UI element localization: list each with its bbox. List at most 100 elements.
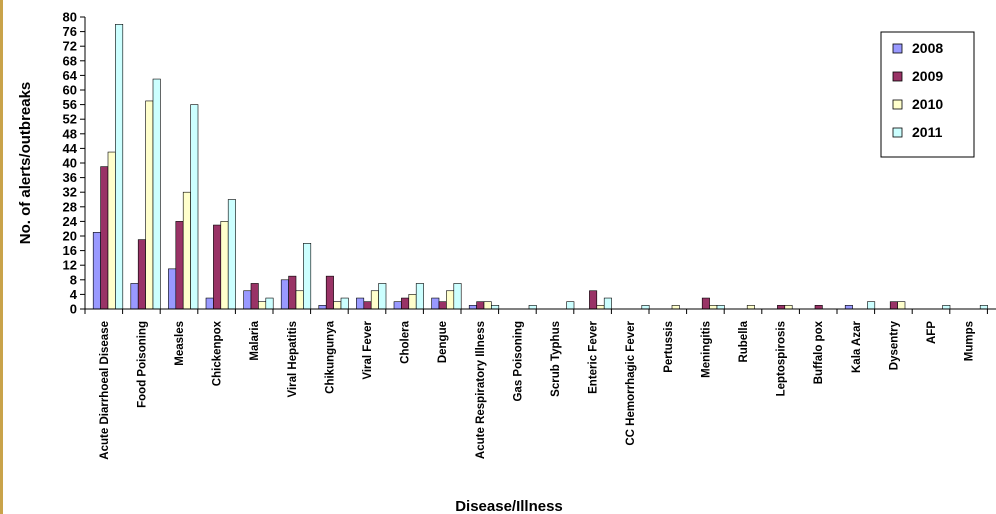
y-tick-label: 44: [63, 141, 78, 156]
x-category-label: Enteric Fever: [588, 320, 600, 393]
x-category-label: Cholera: [400, 320, 412, 363]
legend-label-2009: 2009: [912, 68, 943, 84]
bar-2010-1: [145, 100, 154, 310]
axes: [84, 17, 996, 314]
bar-2010-0: [107, 151, 116, 310]
x-category-label: Mumps: [964, 321, 976, 361]
x-category-label: Kala Azar: [851, 320, 863, 373]
bar-2009-3: [213, 224, 222, 310]
bar-2011-9: [453, 283, 462, 310]
bar-2008-8: [393, 301, 402, 310]
x-category-label: Leptospirosis: [776, 321, 788, 396]
bar-2008-2: [168, 268, 177, 310]
bar-2011-20: [867, 301, 876, 310]
bar-2009-5: [288, 275, 297, 310]
bar-2011-4: [265, 297, 274, 310]
y-axis-title: No. of alerts/outbreaks: [17, 82, 34, 245]
legend-swatch-2009: [892, 71, 903, 82]
x-category-label: Chikungunya: [324, 320, 336, 393]
legend: 2008 2009 2010 2011: [880, 31, 975, 158]
bar-2009-13: [589, 290, 598, 310]
bar-2010-16: [709, 305, 718, 310]
y-tick-label: 12: [63, 258, 77, 273]
x-axis-category-labels: Acute Diarrhoeal Disease Food Poisoning Me…: [99, 320, 976, 459]
y-tick-label: 16: [63, 243, 77, 258]
bar-2008-10: [468, 305, 477, 310]
x-category-label: Viral Hepatitis: [287, 321, 299, 398]
bar-2008-9: [431, 297, 440, 310]
x-category-label: Viral Fever: [362, 320, 374, 379]
y-tick-label: 32: [63, 185, 77, 200]
bar-2011-11: [528, 305, 537, 310]
legend-swatch-2008: [892, 43, 903, 54]
bar-2008-4: [243, 290, 252, 310]
bar-2009-18: [777, 305, 786, 310]
bar-2008-3: [205, 297, 214, 310]
x-category-label: AFP: [926, 321, 938, 344]
bar-2010-18: [784, 305, 793, 310]
y-tick-label: 4: [70, 287, 78, 302]
bar-2011-22: [942, 305, 951, 310]
x-axis-title: Disease/Illness: [455, 498, 563, 514]
bars: [92, 23, 988, 310]
bar-2009-10: [476, 301, 485, 310]
y-tick-label: 60: [63, 83, 77, 98]
bar-2011-10: [491, 305, 500, 310]
bar-2010-9: [446, 290, 455, 310]
bar-2008-6: [318, 305, 327, 310]
bar-2011-3: [227, 199, 236, 310]
y-tick-label: 68: [63, 53, 77, 68]
bar-2010-10: [483, 301, 492, 310]
x-category-label: Rubella: [738, 320, 750, 362]
legend-swatch-2010: [892, 99, 903, 110]
bar-2011-2: [190, 104, 199, 310]
bar-2011-14: [641, 305, 650, 310]
bar-2011-12: [566, 301, 575, 310]
x-category-label: Malaria: [249, 320, 261, 360]
y-tick-label: 72: [63, 39, 77, 54]
bar-2011-0: [115, 23, 124, 310]
bar-2011-16: [716, 305, 725, 310]
bar-2009-16: [701, 297, 710, 310]
bar-2010-2: [182, 191, 191, 310]
y-tick-label: 56: [63, 97, 77, 112]
x-category-label: Pertussis: [663, 321, 675, 373]
x-category-label: Gas Poisoning: [512, 321, 524, 402]
y-tick-label: 64: [63, 68, 78, 83]
legend-swatch-2011: [892, 127, 903, 138]
bar-2009-19: [814, 305, 823, 310]
bar-2010-4: [258, 301, 267, 310]
bar-2009-9: [438, 301, 447, 310]
y-tick-label: 28: [63, 199, 77, 214]
x-category-label: Dengue: [437, 321, 449, 363]
bar-2010-6: [333, 301, 342, 310]
legend-label-2011: 2011: [912, 124, 943, 140]
bar-2008-0: [92, 232, 101, 310]
bar-2008-5: [280, 279, 289, 310]
bar-2010-8: [408, 294, 417, 310]
y-tick-label: 40: [63, 156, 77, 171]
y-tick-label: 8: [70, 272, 77, 287]
bar-2011-7: [378, 283, 387, 310]
bar-2010-5: [295, 290, 304, 310]
bar-2010-7: [370, 290, 379, 310]
bar-2008-20: [844, 305, 853, 310]
y-tick-label: 0: [70, 302, 77, 317]
bar-2011-6: [340, 297, 349, 310]
bar-2009-1: [137, 239, 146, 310]
y-tick-label: 36: [63, 170, 77, 185]
bar-2008-1: [130, 283, 139, 310]
legend-label-2010: 2010: [912, 96, 943, 112]
bar-2009-8: [401, 297, 410, 310]
legend-label-2008: 2008: [912, 40, 943, 56]
bar-2011-8: [415, 283, 424, 310]
x-category-label: Buffalo pox: [813, 320, 825, 384]
bar-2010-15: [671, 305, 680, 310]
bar-2010-3: [220, 221, 229, 310]
x-category-label: Scrub Typhus: [550, 321, 562, 397]
bar-2009-4: [250, 283, 259, 310]
bar-2010-21: [897, 301, 906, 310]
x-category-label: Meningitis: [700, 321, 712, 378]
